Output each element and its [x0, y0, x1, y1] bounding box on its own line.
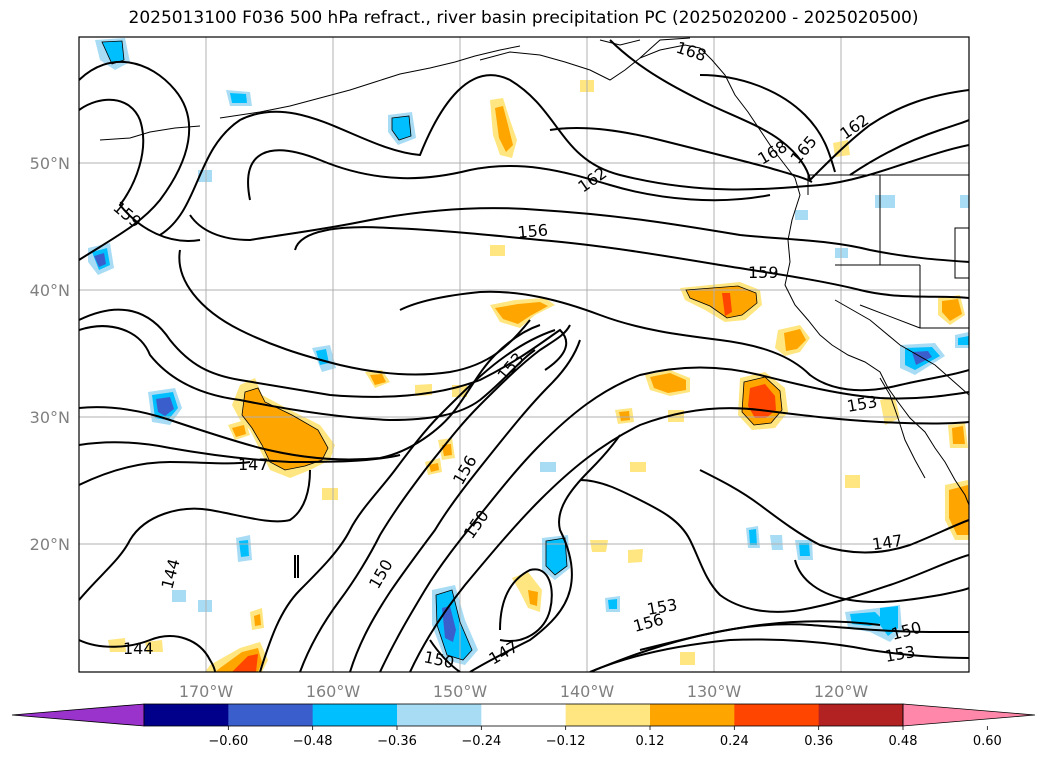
map-title: 2025013100 F036 500 hPa refract., river …	[128, 8, 919, 28]
lat-label: 50°N	[30, 154, 70, 173]
colorbar-tick-label: −0.60	[208, 734, 248, 749]
colorbar-tick-label: −0.12	[546, 734, 586, 749]
colorbar-segment	[228, 704, 314, 726]
colorbar-segment	[312, 704, 398, 726]
lat-label: 30°N	[30, 408, 70, 427]
lat-label: 20°N	[30, 535, 70, 554]
colorbar-tick-label: −0.24	[461, 734, 501, 749]
graticule	[79, 37, 969, 672]
colorbar-tick-label: 0.24	[720, 734, 749, 749]
colorbar-tick-label: 0.36	[804, 734, 833, 749]
coastlines	[99, 37, 969, 506]
colorbar-segment	[397, 704, 482, 726]
contour-label: 156	[517, 220, 549, 242]
colorbar: −0.60 −0.48 −0.36 −0.24 −0.12 0.12 0.24 0.36 0.4…	[11, 703, 1036, 749]
colorbar-segment	[565, 704, 651, 726]
colorbar-tick-label: 0.48	[889, 734, 918, 749]
colorbar-segment	[650, 704, 735, 726]
lon-label: 160°W	[306, 682, 361, 701]
colorbar-tick-label: 0.60	[973, 734, 1002, 749]
lon-label: 140°W	[560, 682, 615, 701]
colorbar-segment	[481, 704, 567, 726]
colorbar-tick-label: −0.36	[377, 734, 417, 749]
refractivity-contours	[79, 39, 969, 672]
colorbar-tick-label: −0.48	[293, 734, 333, 749]
lon-label: 170°W	[179, 682, 234, 701]
colorbar-tick-label: 0.12	[636, 734, 665, 749]
map-frame	[78, 36, 970, 673]
longitude-labels: 170°W 160°W 150°W 140°W 130°W 120°W	[179, 682, 869, 701]
colorbar-extend-high	[902, 703, 1036, 727]
contour-label: 147	[871, 531, 904, 554]
latitude-labels: 50°N 40°N 30°N 20°N	[30, 154, 70, 554]
lon-label: 130°W	[687, 682, 742, 701]
colorbar-segment	[818, 704, 904, 726]
colorbar-segment	[144, 704, 229, 726]
contour-label: 144	[123, 639, 154, 658]
colorbar-extend-low	[11, 703, 145, 727]
contour-label: 159	[748, 263, 779, 282]
colorbar-segment	[734, 704, 820, 726]
precip-contours	[101, 40, 783, 661]
contour-label: 147	[238, 455, 269, 474]
contour-labels: 168 168 165 162 162 159 159 156 156 156 …	[109, 38, 923, 673]
lat-label: 40°N	[30, 281, 70, 300]
lon-label: 150°W	[433, 682, 488, 701]
lon-label: 120°W	[814, 682, 869, 701]
colorbar-frame	[143, 703, 904, 727]
